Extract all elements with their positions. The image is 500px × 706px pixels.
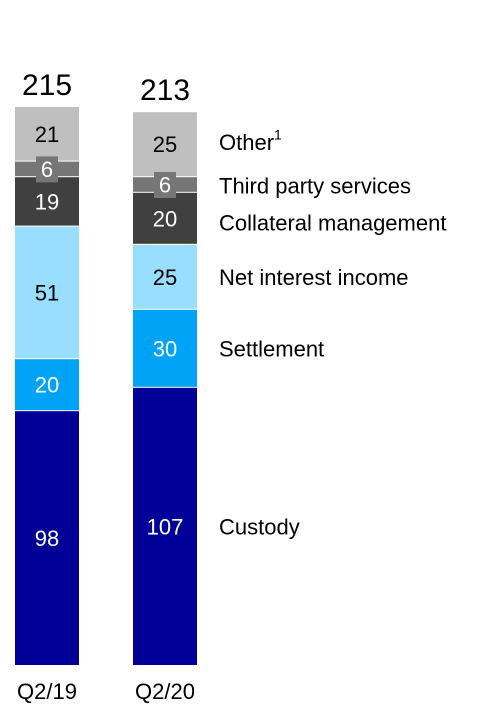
totals-group: 215 213 <box>22 69 190 107</box>
segment-value-label: 19 <box>35 189 59 214</box>
segment-value-label: 6 <box>41 157 53 182</box>
segment-value-label: 107 <box>147 514 184 539</box>
segment-value-label: 51 <box>35 280 59 305</box>
legend-footnote-marker: 1 <box>274 127 282 143</box>
segment-labels-group: 98 20 51 19 6 21 107 30 25 20 6 25 <box>35 122 184 551</box>
category-labels-group: Q2/19 Q2/20 <box>17 679 195 704</box>
segment-value-label: 20 <box>153 206 177 231</box>
segment-value-label: 21 <box>35 122 59 147</box>
bar-total-label: 213 <box>140 74 190 107</box>
category-label: Q2/20 <box>135 679 195 704</box>
bar-segment <box>15 359 79 411</box>
bar-segment <box>133 387 197 665</box>
bar-segment <box>133 309 197 387</box>
bar-segment <box>15 411 79 665</box>
bar-segment <box>15 177 79 226</box>
segment-value-label: 6 <box>159 173 171 198</box>
segment-value-label: 25 <box>153 265 177 290</box>
legend-group: Custody Settlement Net interest income Coll… <box>219 127 446 540</box>
segment-value-label: 25 <box>153 132 177 157</box>
legend-label: Collateral management <box>219 210 446 235</box>
legend-label: Other1 <box>219 127 282 156</box>
bar-segment <box>133 192 197 244</box>
segment-value-label: 98 <box>35 526 59 551</box>
bar-total-label: 215 <box>22 69 72 102</box>
bar-segment <box>15 107 79 161</box>
bar-segment <box>133 112 197 177</box>
bars-group <box>15 107 197 665</box>
legend-label: Custody <box>219 514 300 539</box>
segment-value-label: 30 <box>153 336 177 361</box>
bar-segment <box>133 244 197 309</box>
bar-segment <box>15 226 79 359</box>
segment-label-box <box>154 172 176 198</box>
segment-value-label: 20 <box>35 373 59 398</box>
legend-label: Third party services <box>219 174 411 199</box>
legend-label: Settlement <box>219 336 324 361</box>
legend-label: Net interest income <box>219 265 409 290</box>
segment-label-box <box>36 156 58 183</box>
category-label: Q2/19 <box>17 679 77 704</box>
